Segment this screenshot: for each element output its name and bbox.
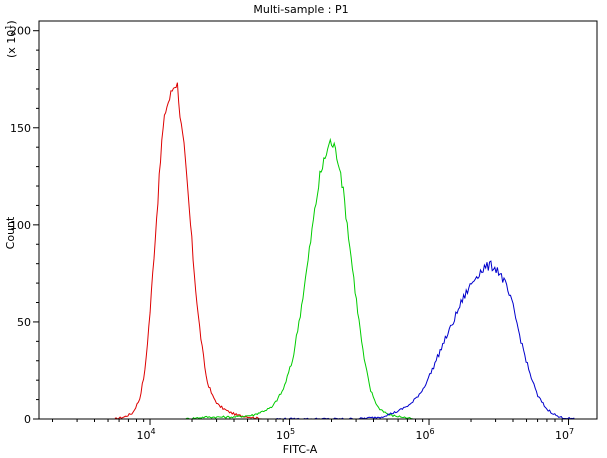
x-tick-label-base: 10 (136, 429, 150, 442)
y-tick-label: 100 (10, 219, 31, 232)
x-axis-title: FITC-A (283, 443, 318, 456)
x-tick-label: 106 (415, 427, 434, 442)
series-line-1 (114, 82, 264, 420)
y-multiplier-label: (x 10 (5, 30, 18, 58)
plot-frame (38, 20, 598, 420)
x-tick-label: 104 (136, 427, 155, 442)
y-axis-title: Count (4, 216, 17, 249)
y-multiplier-exp: 1 (4, 25, 13, 30)
y-tick-label: 50 (17, 316, 31, 329)
series-line-3 (275, 260, 575, 420)
series-line-2 (185, 137, 413, 420)
x-tick-label-base: 10 (276, 429, 290, 442)
x-tick-label-base: 10 (415, 429, 429, 442)
y-tick-label: 150 (10, 122, 31, 135)
y-axis-label: Count (4, 216, 17, 249)
y-tick-label: 0 (24, 413, 31, 426)
x-tick-label: 107 (555, 427, 574, 442)
svg-text:(x 101): (x 101) (4, 20, 18, 58)
x-tick-label-exp: 7 (569, 427, 574, 436)
x-tick-label-exp: 6 (429, 427, 434, 436)
x-tick-label-exp: 5 (290, 427, 295, 436)
x-tick-label-base: 10 (555, 429, 569, 442)
x-tick-label: 105 (276, 427, 295, 442)
y-tick-label: 200 (10, 25, 31, 38)
y-multiplier: (x 101) (4, 20, 18, 58)
y-multiplier-close: ) (5, 20, 18, 24)
series-layer (114, 82, 575, 420)
chart-title: Multi-sample : P1 (253, 3, 348, 16)
x-tick-label-exp: 4 (150, 427, 155, 436)
